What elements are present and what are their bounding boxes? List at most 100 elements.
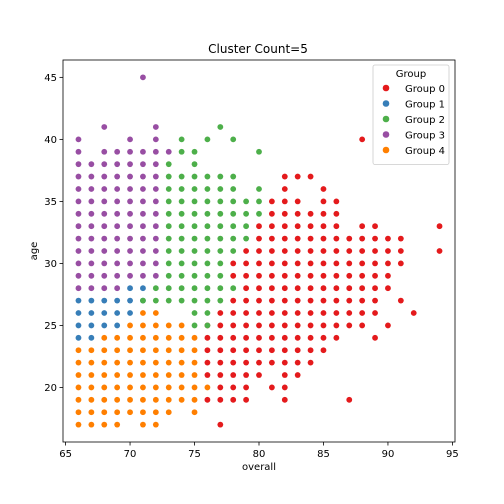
data-point-group-4 — [165, 322, 172, 329]
data-point-group-0 — [294, 198, 301, 205]
data-point-group-3 — [101, 198, 108, 205]
data-point-group-0 — [359, 272, 366, 279]
data-point-group-4 — [114, 347, 121, 354]
data-point-group-0 — [204, 372, 211, 378]
data-point-group-2 — [178, 136, 185, 143]
data-point-group-3 — [75, 248, 82, 254]
data-point-group-3 — [114, 173, 121, 180]
data-point-group-2 — [217, 272, 224, 279]
data-point-group-2 — [204, 198, 211, 205]
data-point-group-2 — [191, 148, 198, 155]
data-point-group-3 — [101, 223, 108, 230]
data-point-group-1 — [127, 310, 133, 316]
data-point-group-0 — [397, 248, 404, 254]
data-point-group-0 — [320, 198, 327, 205]
data-point-group-2 — [191, 173, 198, 180]
data-point-group-0 — [333, 334, 340, 341]
data-point-group-3 — [114, 148, 121, 155]
data-point-group-0 — [230, 322, 237, 329]
data-point-group-2 — [165, 260, 172, 267]
data-point-group-3 — [88, 248, 95, 254]
data-point-group-4 — [75, 359, 82, 366]
data-point-group-0 — [397, 235, 404, 242]
data-point-group-0 — [230, 347, 237, 354]
data-point-group-4 — [114, 334, 121, 341]
data-point-group-3 — [88, 198, 95, 205]
points-layer — [75, 74, 443, 428]
data-point-group-4 — [152, 409, 159, 416]
data-point-group-0 — [268, 347, 275, 354]
data-point-group-4 — [101, 421, 108, 428]
data-point-group-1 — [127, 297, 133, 304]
chart-title: Cluster Count=5 — [208, 42, 308, 56]
data-point-group-0 — [204, 347, 211, 354]
data-point-group-4 — [165, 396, 172, 403]
legend-title: Group — [396, 69, 426, 80]
data-point-group-2 — [204, 210, 211, 217]
data-point-group-3 — [140, 235, 146, 242]
data-point-group-2 — [191, 272, 198, 279]
data-point-group-3 — [75, 198, 82, 205]
data-point-group-4 — [114, 372, 121, 378]
data-point-group-0 — [281, 210, 288, 217]
data-point-group-0 — [268, 248, 275, 254]
data-point-group-0 — [294, 235, 301, 242]
data-point-group-3 — [127, 210, 133, 217]
data-point-group-3 — [75, 285, 82, 292]
data-point-group-0 — [294, 285, 301, 292]
data-point-group-2 — [204, 173, 211, 180]
data-point-group-2 — [140, 297, 146, 304]
data-point-group-4 — [127, 334, 133, 341]
data-point-group-3 — [127, 272, 133, 279]
data-point-group-0 — [281, 334, 288, 341]
data-point-group-0 — [346, 297, 353, 304]
data-point-group-2 — [165, 173, 172, 180]
data-point-group-0 — [294, 223, 301, 230]
data-point-group-3 — [127, 148, 133, 155]
data-point-group-3 — [114, 260, 121, 267]
data-point-group-3 — [140, 74, 146, 81]
data-point-group-0 — [359, 223, 366, 230]
data-point-group-0 — [256, 235, 262, 242]
data-point-group-4 — [152, 421, 159, 428]
data-point-group-2 — [191, 223, 198, 230]
data-point-group-2 — [230, 186, 237, 192]
data-point-group-4 — [140, 372, 146, 378]
data-point-group-0 — [307, 359, 314, 366]
data-point-group-0 — [320, 347, 327, 354]
data-point-group-0 — [372, 223, 378, 230]
data-point-group-2 — [191, 260, 198, 267]
data-point-group-0 — [281, 248, 288, 254]
data-point-group-2 — [152, 297, 159, 304]
data-point-group-3 — [101, 235, 108, 242]
data-point-group-0 — [243, 359, 250, 366]
data-point-group-0 — [217, 359, 224, 366]
data-point-group-0 — [294, 334, 301, 341]
data-point-group-4 — [191, 384, 198, 391]
data-point-group-0 — [294, 272, 301, 279]
data-point-group-2 — [178, 297, 185, 304]
data-point-group-0 — [243, 372, 250, 378]
data-point-group-3 — [114, 272, 121, 279]
data-point-group-4 — [88, 384, 95, 391]
data-point-group-0 — [268, 272, 275, 279]
data-point-group-4 — [140, 347, 146, 354]
data-point-group-2 — [191, 161, 198, 168]
data-point-group-2 — [178, 198, 185, 205]
data-point-group-4 — [140, 322, 146, 329]
data-point-group-3 — [140, 173, 146, 180]
data-point-group-3 — [75, 260, 82, 267]
data-point-group-3 — [114, 285, 121, 292]
data-point-group-3 — [152, 223, 159, 230]
data-point-group-3 — [101, 124, 108, 130]
data-point-group-3 — [140, 186, 146, 192]
data-point-group-0 — [333, 260, 340, 267]
data-point-group-3 — [127, 173, 133, 180]
data-point-group-3 — [75, 223, 82, 230]
data-point-group-0 — [294, 210, 301, 217]
data-point-group-1 — [140, 285, 146, 292]
data-point-group-4 — [178, 334, 185, 341]
data-point-group-2 — [204, 310, 211, 316]
data-point-group-0 — [268, 235, 275, 242]
data-point-group-0 — [294, 297, 301, 304]
